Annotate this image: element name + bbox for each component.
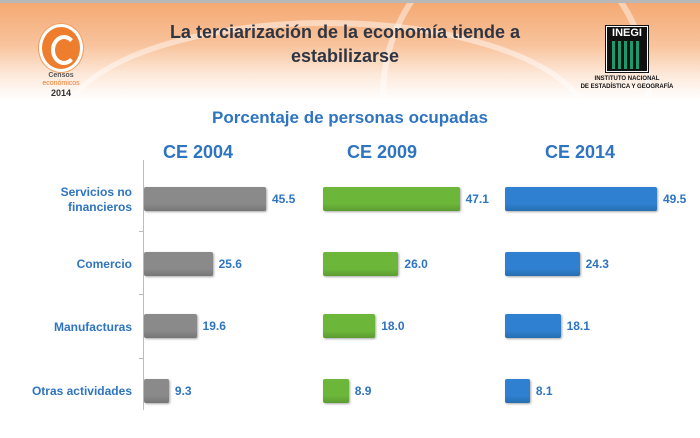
data-label: 8.1 [535,384,553,398]
censos-logo-icon [39,24,83,72]
data-label: 18.1 [566,319,590,333]
data-label: 47.1 [465,192,489,206]
bar-ce2014-3 [505,379,530,403]
data-label: 9.3 [174,384,192,398]
censos-economicos-logo: Censos económicos 2014 [36,24,86,102]
decorative-swirl [60,20,592,232]
chart-title: Porcentaje de personas ocupadas [212,108,488,127]
panel-title-ce2014: CE 2014 [544,142,616,162]
bar-ce2004-3 [144,379,169,403]
data-label: 19.6 [202,319,226,333]
bar-ce2014-2 [505,314,561,338]
inegi-caption: INSTITUTO NACIONAL [594,76,660,82]
bar-ce2014-1 [505,252,580,276]
category-label: Servicios no financieros [60,185,132,214]
logo-text: económicos [42,80,80,87]
logo-text: Censos [48,72,74,79]
axis-tick [139,231,143,232]
logo-year: 2014 [50,88,72,98]
category-label: Comercio [76,257,132,271]
category-label: Manufacturas [53,320,132,334]
data-label: 8.9 [354,384,372,398]
inegi-logo-text: INEGI [612,27,642,39]
data-label: 24.3 [585,257,609,271]
header-banner [0,0,700,252]
panel-title-ce2004: CE 2004 [162,142,234,162]
category-label: Otras actividades [31,384,132,398]
axis-tick [139,358,143,359]
data-label: 45.5 [271,192,296,206]
bar-ce2009-2 [323,314,376,338]
data-label: 25.6 [218,257,242,271]
bar-ce2009-3 [323,379,349,403]
top-border [0,0,700,3]
bar-ce2004-2 [144,314,197,338]
panel-title-ce2009: CE 2009 [346,142,418,162]
data-label: 18.0 [381,319,405,333]
bar-ce2014-0 [505,187,657,211]
data-label: 26.0 [404,257,428,271]
bar-ce2004-1 [144,252,213,276]
inegi-logo: INEGI INSTITUTO NACIONAL DE ESTADÍSTICA … [572,25,682,91]
bar-ce2009-0 [323,187,460,211]
slide-title: La terciarización de la economía tiende … [169,22,521,66]
inegi-logo-icon [612,41,642,69]
data-label: 49.5 [662,192,687,206]
bar-ce2004-0 [144,187,266,211]
inegi-caption: DE ESTADÍSTICA Y GEOGRAFÍA [580,84,674,90]
bar-ce2009-1 [323,252,399,276]
axis-tick [139,294,143,295]
category-axis [143,160,144,410]
